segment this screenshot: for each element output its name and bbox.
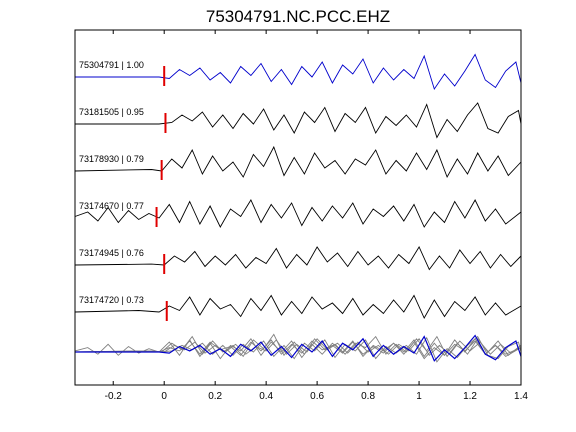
x-tick-label: 0.8 [361, 391, 375, 402]
trace-73174670 [74, 199, 522, 228]
trace-73178930 [74, 145, 522, 179]
chart-title: 75304791.NC.PCC.EHZ [206, 7, 390, 26]
trace-stack: 75304791 | 1.00 73181505 | 0.95 73178930 |… [74, 53, 522, 321]
trace-label-75304791: 75304791 | 1.00 [79, 60, 144, 70]
overlay-trace-75304791 [75, 334, 522, 362]
trace-label-73174945: 73174945 | 0.76 [79, 248, 144, 258]
x-tick-label: 1.4 [514, 391, 528, 402]
trace-75304791 [75, 53, 522, 91]
x-tick-label: 1 [416, 391, 422, 402]
x-tick-label: 0.4 [259, 391, 273, 402]
trace-label-73178930: 73178930 | 0.79 [79, 154, 144, 164]
plot-frame [74, 29, 522, 386]
trace-73174945 [74, 246, 522, 271]
x-tick-label: 0 [161, 391, 167, 402]
x-tick-label: -0.2 [105, 391, 123, 402]
trace-label-73181505: 73181505 | 0.95 [79, 107, 144, 117]
x-tick-label: 1.2 [463, 391, 477, 402]
overlay-trace-73174720 [74, 339, 522, 358]
trace-73181505 [75, 102, 522, 139]
x-tick-label: 0.6 [310, 391, 324, 402]
x-tick-label: 0.2 [208, 391, 222, 402]
x-axis: -0.2 0 0.2 0.4 0.6 0.8 1 1.2 1.4 [105, 30, 528, 402]
trace-label-73174720: 73174720 | 0.73 [79, 295, 144, 305]
overlay-stack [74, 333, 522, 363]
trace-73174720 [74, 294, 522, 319]
plot-area [75, 30, 521, 385]
trace-label-73174670: 73174670 | 0.77 [79, 201, 144, 211]
